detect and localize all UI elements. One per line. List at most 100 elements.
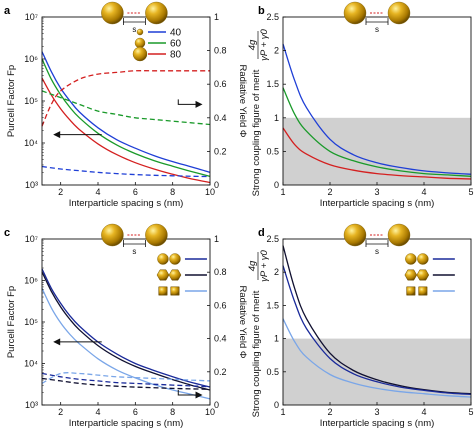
gold-sphere-icon <box>169 253 181 265</box>
gold-sphere-icon <box>101 1 124 25</box>
y-tick-label: 10⁵ <box>24 317 38 327</box>
y-axis-label-numerator: 4g <box>247 260 258 271</box>
x-tick-label: 2 <box>327 407 332 417</box>
y-tick-label: 1.5 <box>266 79 279 89</box>
legend-label: 40 <box>170 28 182 39</box>
panel-label: d <box>258 227 265 239</box>
y2-tick-label: 0.8 <box>214 46 227 56</box>
series-line-80 <box>282 127 472 180</box>
x-tick-label: 5 <box>468 407 473 417</box>
gold-cuboctahedron-icon <box>156 269 182 281</box>
x-tick-label: 5 <box>468 187 473 197</box>
weak-coupling-region <box>283 338 471 405</box>
gap-label: s <box>132 25 136 34</box>
x-axis-label: Interparticle spacing s (nm) <box>69 198 184 209</box>
gold-sphere-icon <box>405 253 429 265</box>
gold-sphere-icon <box>145 1 168 25</box>
gold-cuboctahedron-icon <box>404 269 430 281</box>
series-line-light_blue <box>282 318 472 398</box>
panel-b: b 1 2 3 4 5 Interparticle spacing s (nm) 0 0.5 1 1… <box>247 1 474 209</box>
series-line-40 <box>282 43 472 175</box>
y-tick-label: 10⁵ <box>24 96 38 106</box>
gold-sphere-icon <box>387 1 411 25</box>
panel-d: d 1 2 3 4 5 Interparticle spacing s (nm) 0 0.5 1 1… <box>247 223 474 429</box>
y-axis-label: Strong coupling figure of merit 4g γP + γ0 <box>247 28 270 196</box>
series-line-black-right <box>41 377 211 390</box>
panel-label: b <box>258 5 265 17</box>
y-tick-label: 10³ <box>25 400 38 410</box>
y2-tick-label: 1 <box>214 12 219 22</box>
x-tick-label: 4 <box>95 407 100 417</box>
y-tick-label: 10³ <box>25 180 38 190</box>
y-tick-label: 10⁴ <box>24 138 38 148</box>
series-line-40-left <box>41 51 211 174</box>
gold-sphere-icon <box>134 37 146 49</box>
gold-facet <box>170 286 180 296</box>
plot-frame <box>41 16 211 186</box>
y-tick-label: 2.5 <box>266 12 279 22</box>
y2-tick-label: 0.6 <box>214 300 227 310</box>
y-axis-label-text: Strong coupling figure of merit <box>251 69 262 196</box>
panel-label: a <box>4 5 11 17</box>
gold-facet <box>404 269 418 281</box>
x-tick-label: 2 <box>327 187 332 197</box>
legend-label: 60 <box>170 39 182 50</box>
x-tick-label: 10 <box>205 407 215 417</box>
series-line-60 <box>282 87 472 177</box>
gold-sphere-icon <box>136 28 144 36</box>
x-axis-label: Interparticle spacing s (nm) <box>320 198 435 209</box>
series-line-40-right <box>41 165 211 178</box>
gold-sphere-icon <box>157 253 181 265</box>
y-axis-label: Purcell Factor Fp <box>6 65 17 137</box>
series-line-navy-left <box>41 268 211 388</box>
y-tick-label: 10⁷ <box>25 234 38 244</box>
x-tick-label: 4 <box>95 187 100 197</box>
y2-tick-label: 0 <box>214 400 219 410</box>
left-arrow-head <box>53 338 61 346</box>
y-tick-label: 10⁶ <box>24 54 38 64</box>
y-tick-label: 0.5 <box>266 146 279 156</box>
gold-rhombic-dodecahedron-icon <box>406 286 428 296</box>
x-tick-label: 2 <box>58 187 63 197</box>
y2-tick-label: 1 <box>214 234 219 244</box>
y-axis-label-numerator: 4g <box>247 39 258 50</box>
x-tick-label: 8 <box>170 407 175 417</box>
legend-label: 80 <box>170 50 182 61</box>
y-tick-label: 10⁷ <box>25 12 38 22</box>
y2-axis-label: Radiative Yield Φ <box>237 64 248 137</box>
y-axis-label-denominator: γP + γ0 <box>259 249 270 281</box>
gap-label: s <box>132 247 136 256</box>
y-tick-label: 1 <box>274 113 279 123</box>
y2-tick-label: 0.8 <box>214 267 227 277</box>
gold-facet <box>156 269 170 281</box>
series-line-60-right <box>41 90 211 126</box>
y2-axis-label: Radiative Yield Φ <box>237 285 248 358</box>
y-tick-label: 1.5 <box>266 300 279 310</box>
x-tick-label: 4 <box>421 187 426 197</box>
right-arrow <box>177 390 199 396</box>
gold-sphere-icon <box>145 223 168 247</box>
gold-facet <box>416 269 430 281</box>
y-axis-label-text: Strong coupling figure of merit <box>251 290 262 417</box>
x-tick-label: 10 <box>205 187 215 197</box>
y2-tick-label: 0 <box>214 180 219 190</box>
gold-sphere-icon <box>387 223 411 247</box>
gold-sphere-icon <box>343 223 367 247</box>
x-axis-label: Interparticle spacing s (nm) <box>69 418 184 429</box>
y-axis-label-denominator: γP + γ0 <box>259 28 270 60</box>
x-tick-label: 6 <box>133 407 138 417</box>
series-line-black-left <box>41 271 211 391</box>
x-tick-label: 2 <box>58 407 63 417</box>
gold-sphere-icon <box>343 1 367 25</box>
x-tick-label: 6 <box>133 187 138 197</box>
gold-sphere-icon <box>157 253 169 265</box>
series-line-navy <box>282 265 472 396</box>
gold-sphere-dimer-icon: s <box>343 223 411 256</box>
right-arrow-head <box>195 100 203 108</box>
gold-facet <box>418 286 428 296</box>
left-arrow-head <box>53 131 61 139</box>
y-axis-label: Purcell Factor Fp <box>6 286 17 358</box>
